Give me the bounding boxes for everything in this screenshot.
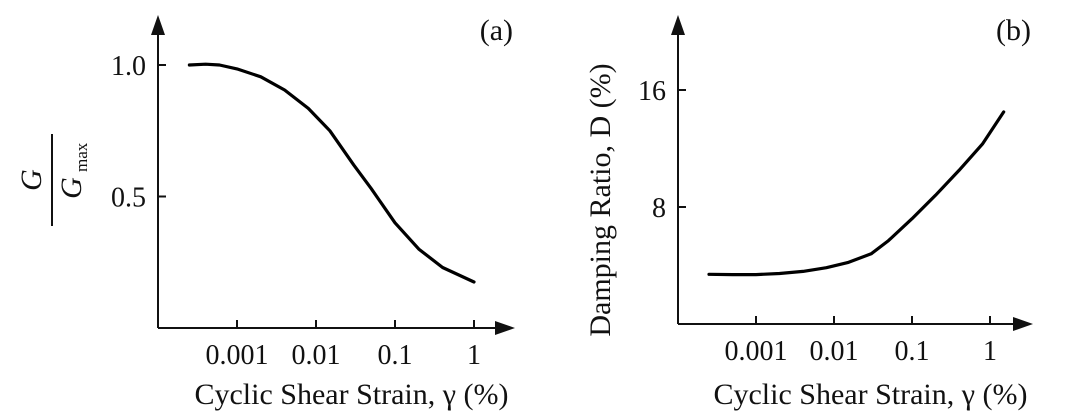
y-tick-label: 16 — [638, 76, 666, 107]
x-tick-label: 0.01 — [292, 340, 341, 371]
panel-label: (a) — [480, 14, 513, 47]
x-tick-label: 1 — [983, 336, 997, 367]
y-axis-title-numerator: G — [15, 169, 48, 191]
y-axis-arrow — [151, 15, 165, 35]
chart-panel-a: 0.001 0.01 0.1 1 1.0 0.5 (a) Cyclic Shear Strai… — [15, 14, 515, 411]
y-axis-arrow — [671, 15, 685, 35]
x-tick-label: 0.001 — [725, 336, 788, 367]
x-axis-title: Cyclic Shear Strain, γ (%) — [713, 378, 1027, 411]
y-axis-title: Damping Ratio, D (%) — [584, 63, 617, 336]
y-tick-label: 8 — [652, 193, 666, 224]
x-tick-label: 0.001 — [206, 340, 269, 371]
y-tick-label: 0.5 — [111, 183, 146, 214]
y-axis-title-denominator: G — [55, 177, 88, 199]
x-axis-arrow — [495, 321, 515, 335]
x-axis-title: Cyclic Shear Strain, γ (%) — [194, 378, 508, 411]
y-axis-title-subscript: max — [72, 142, 91, 172]
x-tick-label: 0.1 — [895, 336, 930, 367]
panel-label: (b) — [996, 14, 1031, 47]
chart-panel-b: 0.001 0.01 0.1 1 16 8 (b) Cyclic Shear Strain, … — [584, 14, 1033, 411]
series-line — [187, 62, 476, 284]
y-tick-label: 1.0 — [111, 51, 146, 82]
series-line — [707, 110, 1006, 277]
x-tick-label: 0.1 — [378, 340, 413, 371]
x-tick-label: 1 — [467, 340, 481, 371]
x-tick-label: 0.01 — [810, 336, 859, 367]
x-axis-arrow — [1013, 317, 1033, 331]
